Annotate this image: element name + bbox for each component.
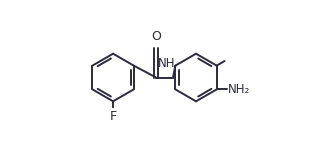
Text: NH₂: NH₂ — [228, 83, 250, 96]
Text: F: F — [110, 110, 117, 123]
Text: O: O — [151, 30, 161, 43]
Text: NH: NH — [158, 57, 176, 70]
